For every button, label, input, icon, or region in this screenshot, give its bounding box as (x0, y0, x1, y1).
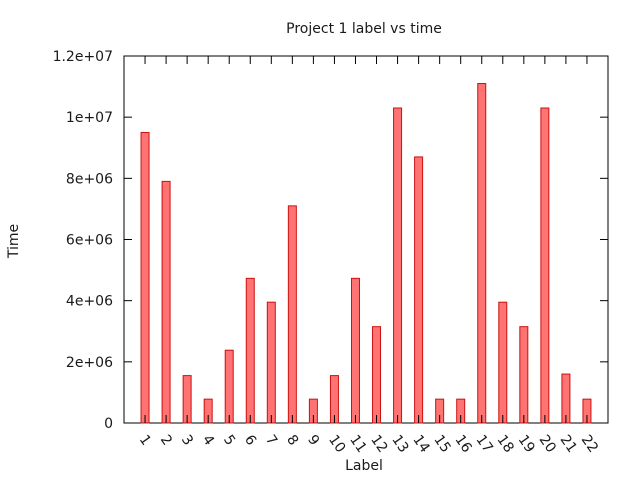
y-axis-label: Time (6, 224, 22, 259)
bar (266, 301, 276, 424)
bar (540, 107, 550, 424)
bar (519, 326, 529, 424)
x-tick-label: 5 (220, 432, 238, 448)
y-tick-label: 4e+06 (66, 294, 113, 310)
x-tick-label: 1 (136, 432, 154, 448)
x-tick-label: 3 (178, 432, 196, 448)
y-tick-label: 2e+06 (66, 355, 113, 371)
bar (245, 277, 255, 424)
plot-frame (123, 55, 609, 424)
x-tick-label: 12 (367, 432, 390, 456)
x-tick-label: 7 (262, 432, 280, 448)
x-tick-label: 22 (578, 432, 601, 456)
y-tick-label: 0 (104, 416, 113, 432)
x-tick-label: 2 (157, 432, 175, 448)
x-tick-label: 13 (388, 432, 411, 456)
bar (372, 326, 382, 424)
x-tick-label: 17 (472, 432, 495, 456)
x-tick-label: 10 (325, 432, 348, 456)
x-tick-label: 20 (536, 432, 559, 456)
x-tick-label: 14 (409, 432, 432, 456)
x-tick-label: 18 (494, 432, 517, 456)
bar (350, 277, 360, 424)
x-axis-label: Label (345, 458, 383, 474)
bar (287, 205, 297, 424)
bar (224, 349, 234, 424)
y-tick-label: 1e+07 (66, 110, 113, 126)
x-tick-label: 4 (199, 432, 217, 449)
bar (161, 180, 171, 424)
x-tick-label: 11 (346, 432, 369, 456)
x-tick-label: 9 (304, 432, 322, 448)
x-tick-label: 6 (241, 432, 259, 449)
x-tick-label: 21 (557, 432, 580, 456)
x-tick-label: 8 (283, 432, 301, 448)
bar (414, 156, 424, 424)
bar (498, 301, 508, 424)
x-tick-label: 19 (515, 432, 538, 456)
y-tick-label: 8e+06 (66, 171, 113, 187)
bar (477, 83, 487, 424)
y-tick-label: 6e+06 (66, 233, 113, 249)
y-tick-label: 1.2e+07 (53, 49, 113, 65)
chart-title: Project 1 label vs time (286, 21, 442, 37)
x-tick-label: 16 (451, 432, 474, 456)
bar (393, 107, 403, 424)
x-tick-label: 15 (430, 432, 453, 456)
bar (140, 131, 150, 424)
